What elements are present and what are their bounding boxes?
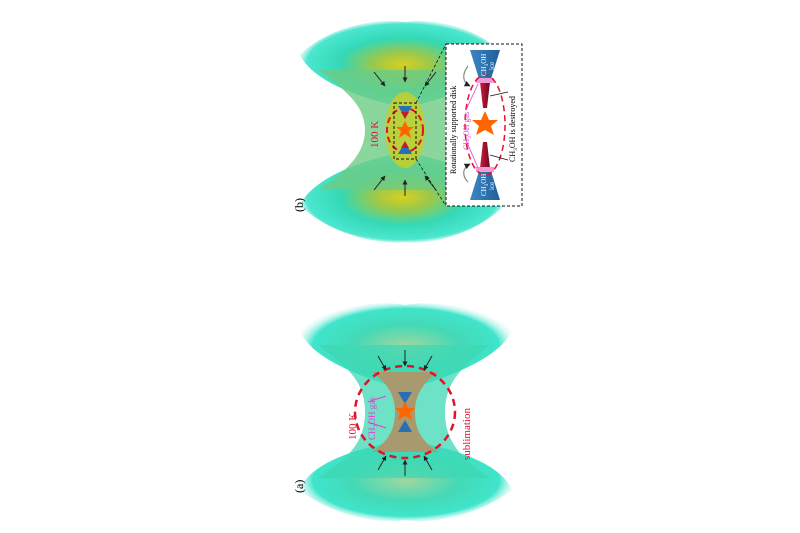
panel-a-100k-boundary xyxy=(353,364,457,460)
inset-ice-label-upper: CH3OH xyxy=(480,54,490,76)
panel-a-gas-label: CH3OH gas xyxy=(367,397,379,440)
panel-b-zoom-box xyxy=(393,102,417,160)
inset-gas-label: CH3OH gas xyxy=(462,112,473,150)
inset-ice-label-lower: CH3OH xyxy=(480,174,490,196)
panel-a-gas-leader xyxy=(367,395,387,403)
inset-100k-boundary xyxy=(464,74,506,176)
inset-ice-word-upper: ice xyxy=(488,62,496,70)
panel-b-temperature-label: 100 K xyxy=(369,121,381,148)
inset-protostar xyxy=(472,111,498,135)
panel-a-disk-lower xyxy=(398,420,412,432)
panel-a-protostar xyxy=(395,401,415,420)
panel-a: (a) 100 K CH3OH gas sublimation xyxy=(292,303,512,522)
inset-disk-upper xyxy=(480,82,490,108)
panel-b-label: (b) xyxy=(292,198,306,212)
panel-a-label: (a) xyxy=(292,480,306,493)
panel-b-zoom-connector-bottom xyxy=(415,158,447,207)
inset-gas-band-lower xyxy=(476,167,494,172)
panel-a-temperature-label: 100 K xyxy=(347,413,359,440)
inset-rotation-arrow-upper xyxy=(463,65,471,87)
inset-disk-lower xyxy=(480,142,490,168)
panel-b-protostar xyxy=(396,121,414,138)
panel-a-disk-upper xyxy=(398,392,412,404)
inset-ice-upper xyxy=(470,50,500,82)
inset-destroyed-label: CH3OH is destroyed xyxy=(508,96,519,162)
inset-ice-word-lower: ice xyxy=(488,182,496,190)
inset-rotation-arrow-lower xyxy=(463,163,471,183)
panel-b: (b) 100 K Rotationally s xyxy=(292,20,523,243)
panel-a-infall-arrows xyxy=(377,350,433,476)
panel-b-zoom-connector-top xyxy=(415,43,447,104)
inset-gas-band-upper xyxy=(476,78,494,83)
inset-ice-lower xyxy=(470,168,500,200)
panel-b-inset: Rotationally supported disk CH3OH gas CH… xyxy=(445,43,523,207)
panel-a-sublimation-label: sublimation xyxy=(461,408,473,460)
inset-disk-label: Rotationally supported disk xyxy=(449,86,458,174)
panel-b-infall-arrows xyxy=(373,66,437,196)
